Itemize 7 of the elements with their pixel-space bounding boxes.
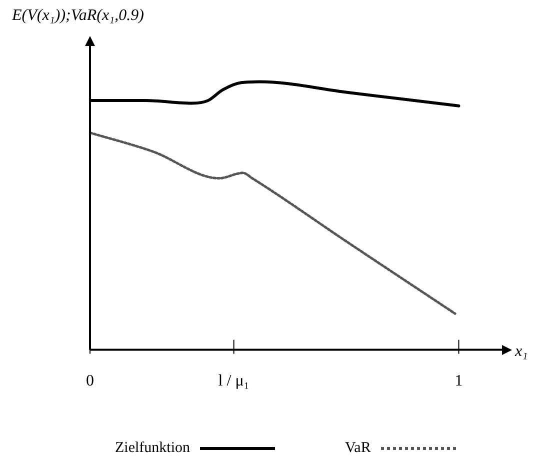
y-axis-title: E(V(x₁));VaR(x₁,0.9) <box>11 7 144 24</box>
x-tick-label: 0 <box>86 372 94 390</box>
legend-label: VaR <box>345 440 371 457</box>
x-axis-title: x₁ <box>514 343 528 360</box>
legend-label: Zielfunktion <box>115 440 190 457</box>
x-tick-label: 1 <box>454 372 463 390</box>
x-tick-label: l / μ₁ <box>218 372 250 390</box>
